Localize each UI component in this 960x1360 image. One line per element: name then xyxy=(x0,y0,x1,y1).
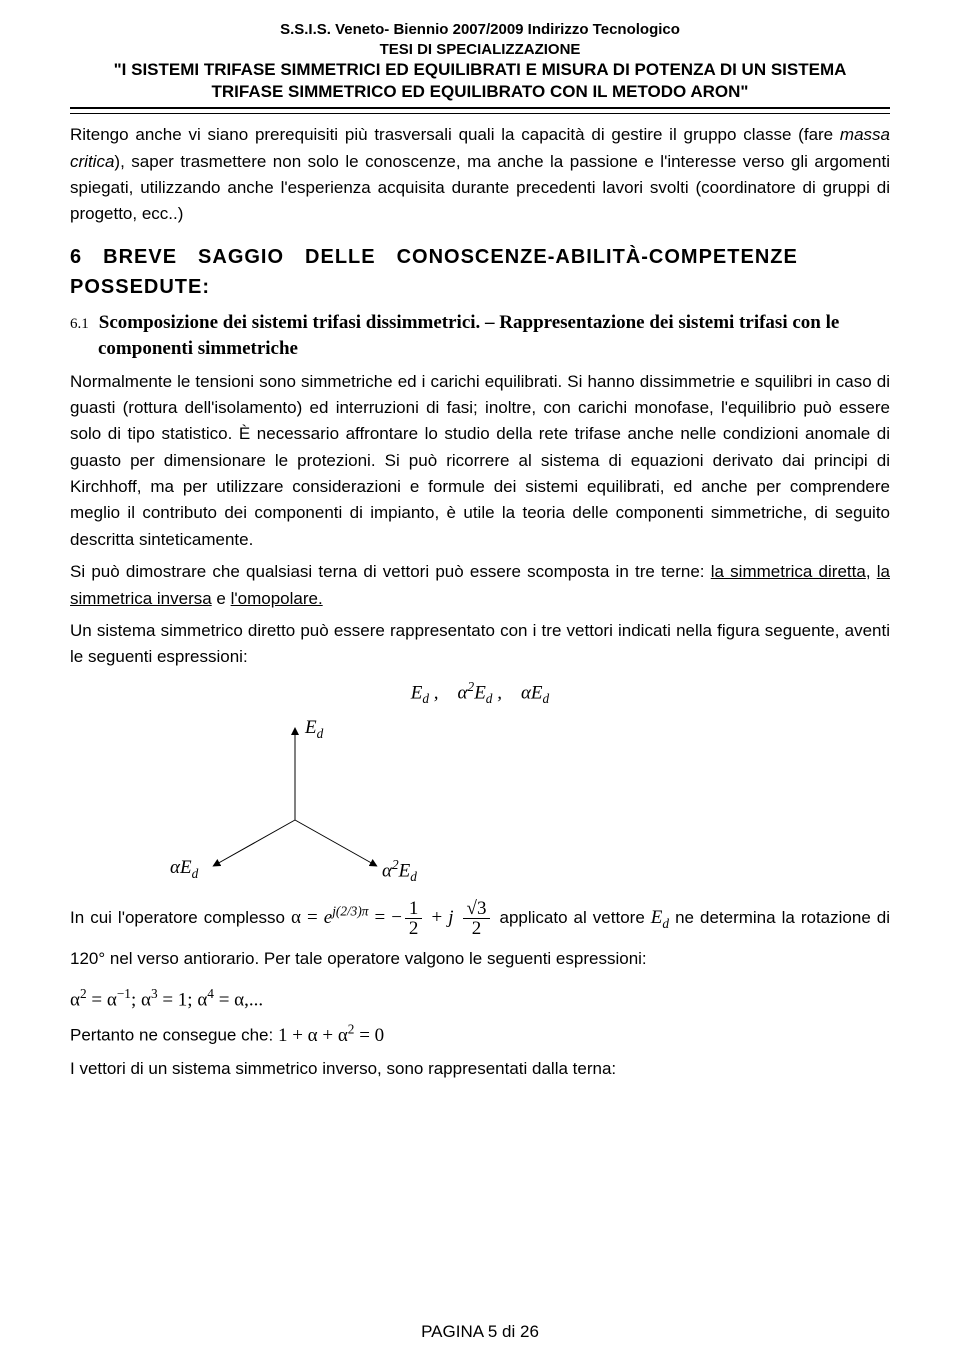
header-line-3: "I SISTEMI TRIFASE SIMMETRICI ED EQUILIB… xyxy=(70,59,890,81)
paragraph-consegue: Pertanto ne consegue che: 1 + α + α2 = 0 xyxy=(70,1019,890,1050)
equation-2: α2 = α−1; α3 = 1; α4 = α,... xyxy=(70,984,890,1015)
label-ed: Ed xyxy=(305,717,323,742)
paragraph-6-1-b: Si può dimostrare che qualsiasi terna di… xyxy=(70,559,890,612)
page-header: S.S.I.S. Veneto- Biennio 2007/2009 Indir… xyxy=(70,20,890,103)
header-line-2: TESI DI SPECIALIZZAZIONE xyxy=(70,40,890,60)
alpha-formula: α = ej(2/3)π = −12 + j √32 xyxy=(291,907,493,928)
p3-a: Si può dimostrare che qualsiasi terna di… xyxy=(70,562,711,581)
p3-b: , xyxy=(866,562,877,581)
subheading-6-1: 6.1Scomposizione dei sistemi trifasi dis… xyxy=(70,310,890,363)
header-line-4: TRIFASE SIMMETRICO ED EQUILIBRATO CON IL… xyxy=(70,81,890,103)
p1-text-c: ), saper trasmettere non solo le conosce… xyxy=(70,152,890,224)
header-line-1: S.S.I.S. Veneto- Biennio 2007/2009 Indir… xyxy=(70,20,890,40)
page-footer: PAGINA 5 di 26 xyxy=(0,1322,960,1342)
vector-diagram: Ed αEd α2Ed xyxy=(130,715,460,890)
arrow-aed xyxy=(215,820,295,865)
equation-1: Ed , α2Ed , αEd xyxy=(70,679,890,707)
p1-text-a: Ritengo anche vi siano prerequisiti più … xyxy=(70,125,840,144)
paragraph-6-1-a: Normalmente le tensioni sono simmetriche… xyxy=(70,369,890,553)
p5-ed: Ed xyxy=(651,907,669,928)
heading-6: 6 BREVE SAGGIO DELLE CONOSCENZE-ABILITÀ-… xyxy=(70,242,890,302)
p5-b: applicato al vettore xyxy=(500,908,651,927)
subheading-number: 6.1 xyxy=(70,316,99,332)
label-aed: αEd xyxy=(170,857,198,882)
p3-c: e xyxy=(212,589,231,608)
p3-u3: l'omopolare. xyxy=(231,589,323,608)
paragraph-intro: Ritengo anche vi siano prerequisiti più … xyxy=(70,122,890,227)
p3-u1: la simmetrica diretta xyxy=(711,562,866,581)
p5-a: In cui l'operatore complesso xyxy=(70,908,291,927)
p6-a: Pertanto ne consegue che: xyxy=(70,1026,278,1045)
equation-3: 1 + α + α2 = 0 xyxy=(278,1025,384,1046)
header-divider xyxy=(70,107,890,114)
subheading-title: Scomposizione dei sistemi trifasi dissim… xyxy=(98,312,839,360)
paragraph-operator: In cui l'operatore complesso α = ej(2/3)… xyxy=(70,896,890,979)
arrow-a2ed xyxy=(295,820,375,865)
label-a2ed: α2Ed xyxy=(382,857,417,885)
paragraph-inverse: I vettori di un sistema simmetrico inver… xyxy=(70,1056,890,1082)
paragraph-6-1-c: Un sistema simmetrico diretto può essere… xyxy=(70,618,890,671)
